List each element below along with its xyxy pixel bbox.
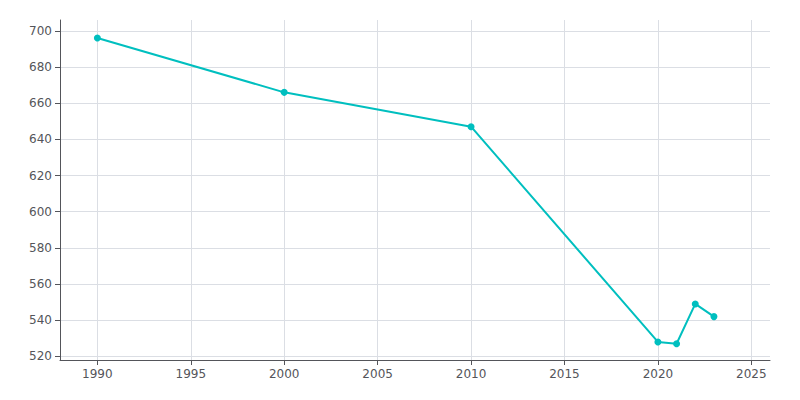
svg-text:640: 640 [29,132,52,146]
svg-text:660: 660 [29,96,52,110]
svg-text:680: 680 [29,60,52,74]
svg-text:540: 540 [29,313,52,327]
svg-text:2010: 2010 [456,367,487,381]
svg-text:2000: 2000 [269,367,300,381]
svg-text:2025: 2025 [736,367,767,381]
svg-text:2015: 2015 [549,367,580,381]
svg-text:2020: 2020 [643,367,674,381]
svg-text:560: 560 [29,277,52,291]
svg-text:1995: 1995 [176,367,207,381]
svg-text:520: 520 [29,349,52,363]
svg-text:600: 600 [29,205,52,219]
svg-text:2005: 2005 [362,367,393,381]
svg-text:580: 580 [29,241,52,255]
svg-text:1990: 1990 [82,367,113,381]
svg-text:700: 700 [29,24,52,38]
svg-text:620: 620 [29,169,52,183]
